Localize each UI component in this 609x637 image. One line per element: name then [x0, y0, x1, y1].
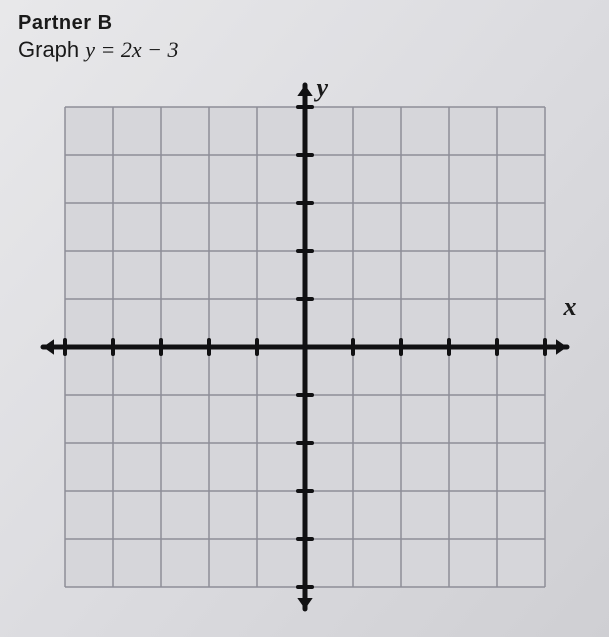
graph-container: y x [35, 77, 575, 617]
equation: y = 2x − 3 [85, 37, 178, 62]
y-axis-label: y [317, 73, 329, 103]
subheading: Graph y = 2x − 3 [18, 37, 591, 63]
coordinate-grid [35, 77, 575, 617]
subheading-label: Graph [18, 37, 85, 62]
x-axis-label: x [564, 292, 577, 322]
heading-partner: Partner B [18, 12, 591, 35]
